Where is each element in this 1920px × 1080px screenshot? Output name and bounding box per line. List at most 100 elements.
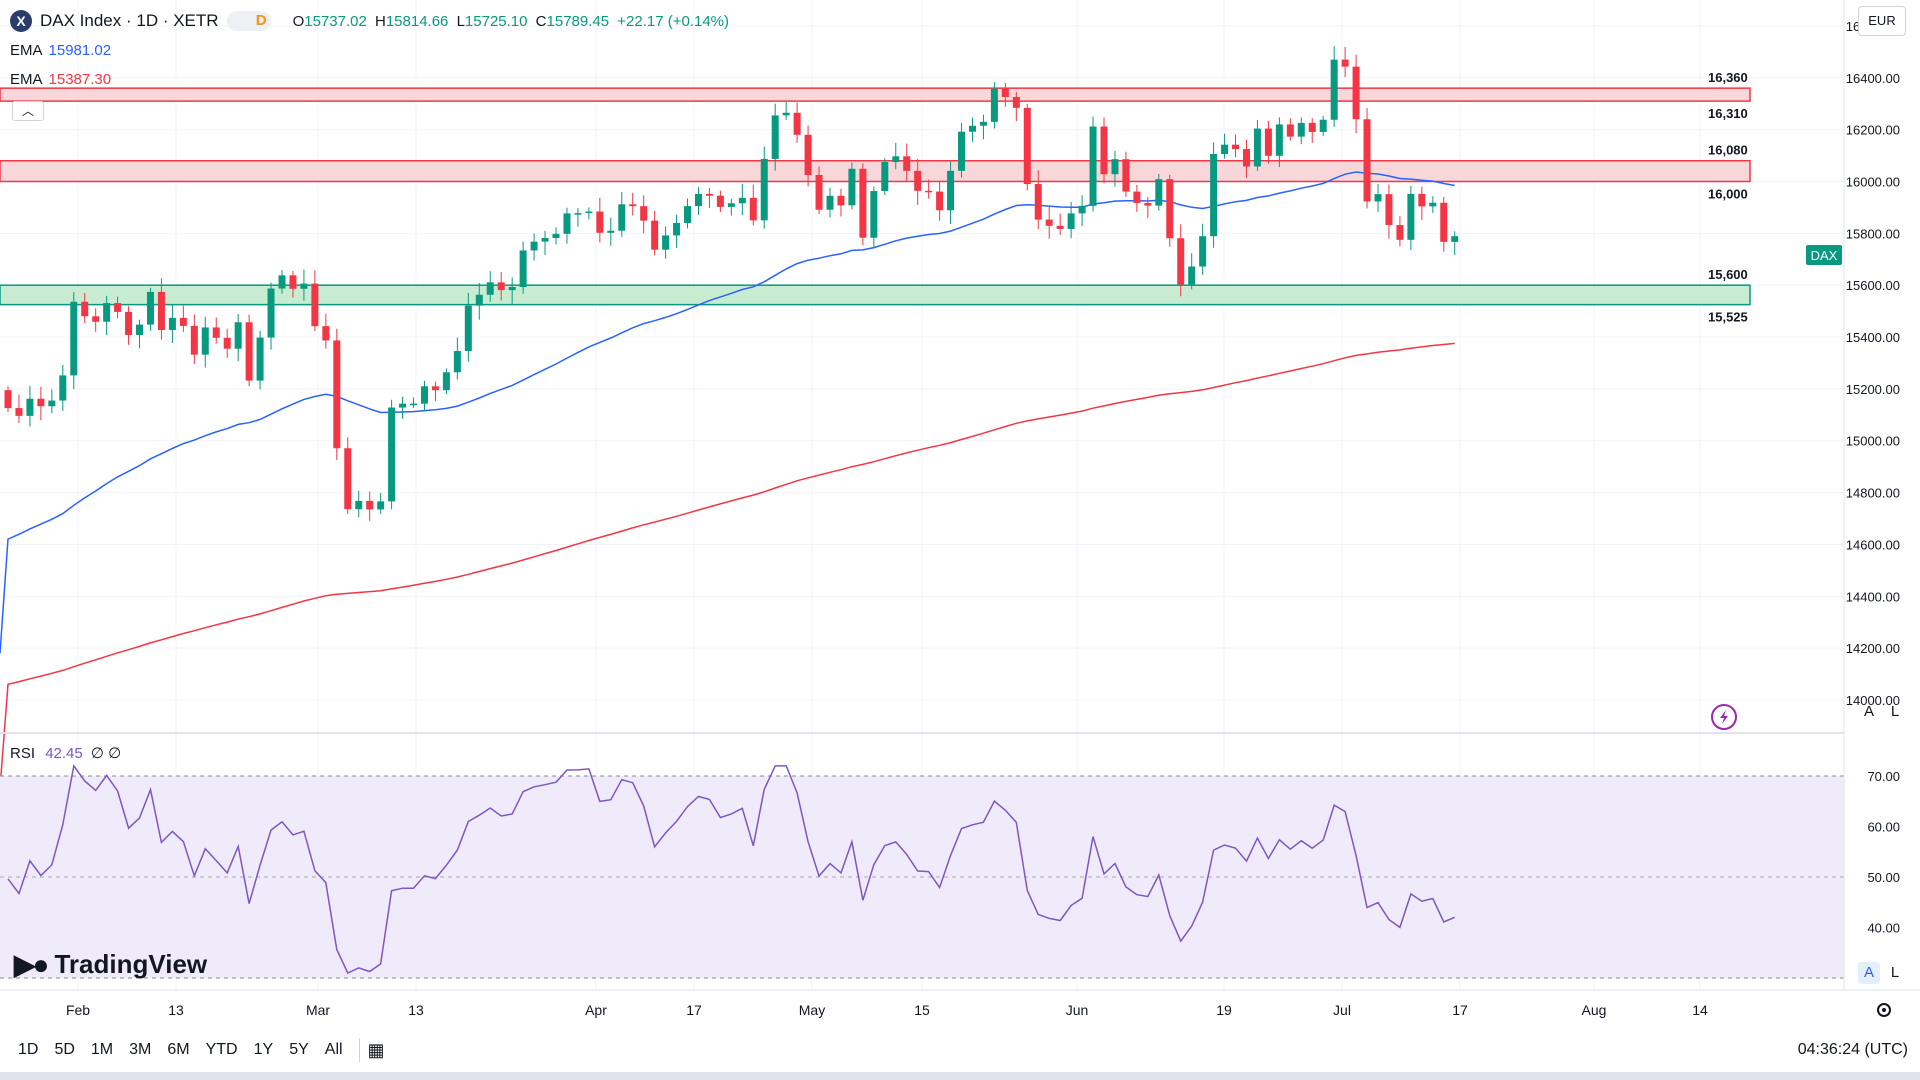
calendar-range-icon[interactable]: ▦ (367, 1039, 385, 1060)
candle (1330, 46, 1338, 128)
candle (333, 328, 341, 460)
candle (530, 233, 538, 261)
time-tick-label: Jul (1333, 1002, 1351, 1018)
time-tick-label: May (799, 1002, 825, 1018)
price-tick-label: 16200.00 (1846, 123, 1900, 138)
candle (892, 142, 900, 170)
candle (212, 317, 220, 344)
rsi-line (7, 764, 1455, 974)
range-all-button[interactable]: All (324, 1041, 343, 1058)
candle (541, 230, 549, 256)
tradingview-logo-icon: ▶● (14, 949, 49, 980)
candle (497, 271, 505, 301)
price-tick-label: 15200.00 (1846, 382, 1900, 397)
candle (705, 187, 713, 208)
range-5d-button[interactable]: 5D (54, 1041, 75, 1058)
resistance-zone-top[interactable] (0, 87, 1751, 102)
time-tick-label: 15 (914, 1002, 930, 1018)
zone-label-top: 15,600 (1708, 267, 1748, 282)
rsi-auto-scale-button[interactable]: A (1858, 962, 1880, 984)
time-axis[interactable]: Feb 13 Mar 13 Apr 17 May 15 Jun 19 Jul 17 Aug 14 (66, 1002, 1708, 1018)
range-6m-button[interactable]: 6M (167, 1041, 190, 1058)
candle (37, 386, 45, 421)
price-tick-label: 14600.00 (1846, 537, 1900, 552)
candle (1341, 46, 1349, 78)
candle (651, 210, 659, 256)
zone-label-top: 16,360 (1708, 70, 1748, 85)
price-axis[interactable]: 16600.0016400.0016200.0016000.0015800.00… (1846, 19, 1900, 708)
candle (990, 82, 998, 129)
candle (947, 161, 955, 224)
candle (837, 188, 845, 217)
rsi-axis[interactable]: 70.00 60.00 50.00 40.00 (1867, 769, 1900, 936)
range-5y-button[interactable]: 5Y (289, 1041, 309, 1058)
candle (1023, 103, 1031, 191)
symbol-icon: X (10, 10, 32, 32)
candle (694, 187, 702, 215)
candle (136, 319, 144, 349)
candle (179, 305, 187, 332)
support-zone[interactable] (0, 284, 1751, 306)
rsi-legend[interactable]: RSI 42.45 ∅ ∅ (10, 745, 122, 762)
market-status-badge[interactable]: D (226, 11, 271, 31)
candle (442, 368, 450, 395)
time-tick-label: 14 (1692, 1002, 1708, 1018)
lightning-icon[interactable] (1711, 704, 1737, 730)
gear-icon[interactable] (1877, 1003, 1891, 1017)
resistance-zone-mid[interactable] (0, 159, 1751, 183)
price-tick-label: 14200.00 (1846, 641, 1900, 656)
candle (1144, 197, 1152, 218)
candle (673, 214, 681, 248)
candle (1385, 184, 1393, 239)
candle (859, 163, 867, 246)
candle (1133, 184, 1141, 212)
candle (420, 380, 428, 412)
price-tick-label: 14400.00 (1846, 589, 1900, 604)
range-1m-button[interactable]: 1M (90, 1041, 114, 1058)
time-tick-label: Jun (1066, 1002, 1089, 1018)
candle (574, 208, 582, 227)
candle (278, 270, 286, 294)
candle (300, 269, 308, 301)
candle (1089, 116, 1097, 212)
range-ytd-button[interactable]: YTD (205, 1041, 238, 1058)
candle (914, 158, 922, 205)
range-3m-button[interactable]: 3M (129, 1041, 152, 1058)
candle (979, 114, 987, 140)
auto-scale-button[interactable]: A (1863, 703, 1874, 720)
utc-clock[interactable]: 04:36:24 (UTC) (1797, 1041, 1908, 1058)
candle (245, 314, 253, 387)
candle (1352, 54, 1360, 134)
candle (431, 381, 439, 402)
candle (727, 198, 735, 216)
range-1y-button[interactable]: 1Y (253, 1041, 274, 1058)
zone-label-bottom: 15,525 (1708, 310, 1748, 325)
chevron-up-icon[interactable]: ︿ (12, 101, 44, 121)
tradingview-watermark: ▶● TradingView (14, 949, 208, 980)
price-tick-label: 16400.00 (1846, 71, 1900, 86)
zone-label-bottom: 16,000 (1708, 186, 1748, 201)
currency-button[interactable]: EUR (1858, 6, 1906, 36)
ema-slow-legend[interactable]: EMA 15387.30 (10, 71, 112, 88)
candle (1045, 206, 1053, 239)
candle (596, 197, 604, 243)
candle (146, 287, 154, 331)
candle (486, 271, 494, 302)
rsi-log-scale-button[interactable]: L (1890, 964, 1900, 981)
candle (410, 397, 418, 408)
range-1d-button[interactable]: 1D (18, 1041, 39, 1058)
price-tick-label: 16000.00 (1846, 174, 1900, 189)
candle (629, 192, 637, 216)
zone-label-bottom: 16,310 (1708, 106, 1748, 121)
zone-label-top: 16,080 (1708, 143, 1748, 158)
candle (366, 491, 374, 521)
candle (1242, 139, 1250, 178)
price-tick-label: 15800.00 (1846, 226, 1900, 241)
candle (1155, 173, 1163, 211)
candle (968, 117, 976, 142)
ema-fast-legend[interactable]: EMA 15981.02 (10, 42, 112, 59)
symbol-title[interactable]: DAX Index · 1D · XETR (40, 11, 219, 30)
log-scale-button[interactable]: L (1890, 703, 1900, 720)
